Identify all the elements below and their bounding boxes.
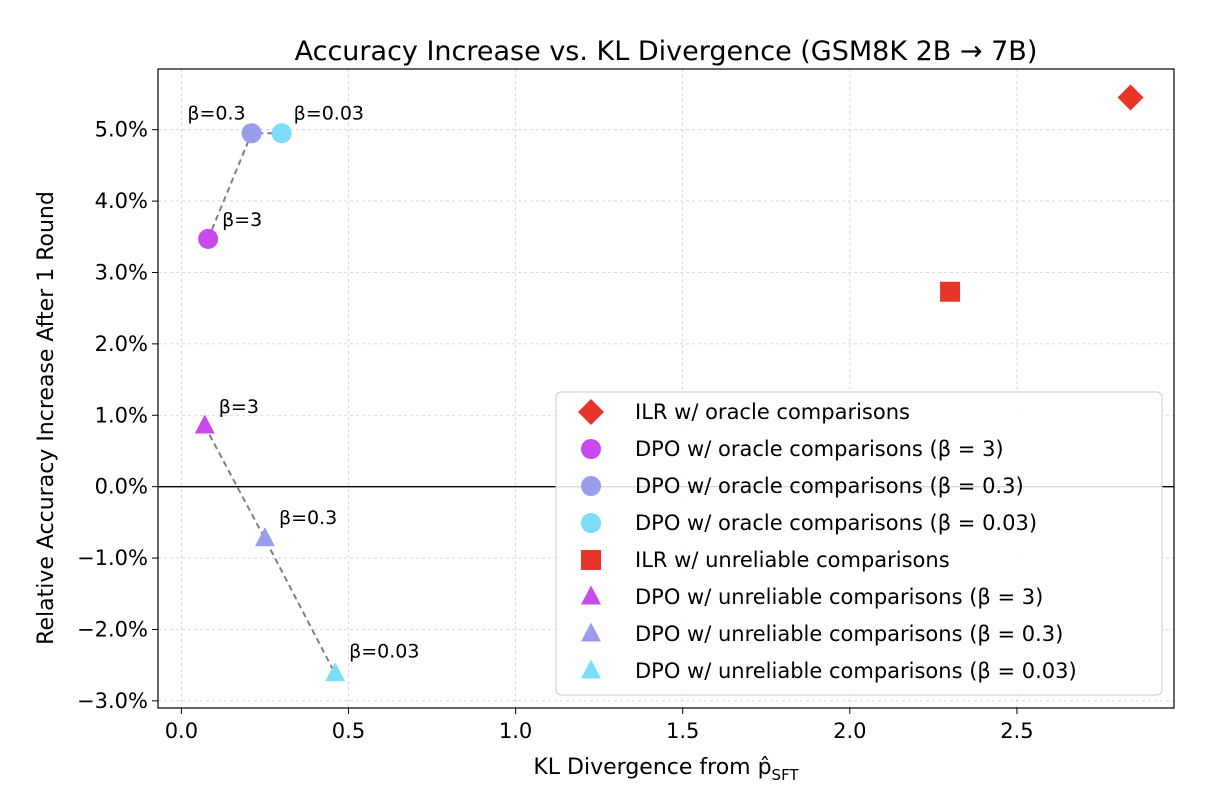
legend-circle-marker: [581, 476, 601, 496]
x-tick-label: 2.5: [1000, 719, 1033, 743]
y-tick-label: 2.0%: [95, 332, 148, 356]
beta-annotation: β=0.3: [279, 507, 337, 529]
x-tick-label: 0.5: [332, 719, 365, 743]
legend-diamond-marker: [578, 399, 604, 425]
beta-annotation: β=3: [222, 209, 262, 231]
x-axis-ticks: 0.0 0.5 1.0 1.5 2.0 2.5: [165, 708, 1034, 743]
x-axis-label-subscript: SFT: [772, 766, 800, 784]
legend-triangle-marker: [581, 585, 601, 605]
beta-annotation: β=0.3: [187, 102, 245, 124]
y-tick-label: 1.0%: [95, 403, 148, 427]
legend-label: ILR w/ unreliable comparisons: [635, 548, 950, 572]
y-tick-label: −1.0%: [77, 546, 148, 570]
y-tick-label: −2.0%: [77, 617, 148, 641]
legend-square-marker: [581, 550, 601, 570]
legend-label: ILR w/ oracle comparisons: [635, 400, 910, 424]
legend-label: DPO w/ oracle comparisons (β = 3): [635, 437, 1004, 461]
legend-label: DPO w/ oracle comparisons (β = 0.03): [635, 511, 1037, 535]
data-markers: [194, 84, 1144, 682]
legend-label: DPO w/ unreliable comparisons (β = 3): [635, 585, 1043, 609]
triangle-data-point: [194, 414, 215, 434]
x-tick-label: 0.0: [165, 719, 198, 743]
legend-label: DPO w/ unreliable comparisons (β = 0.03): [635, 659, 1077, 683]
x-axis-label: KL Divergence from p̂SFT: [533, 755, 799, 784]
legend-box: [555, 391, 1163, 696]
beta-annotation: β=3: [219, 396, 259, 418]
legend: ILR w/ oracle comparisons DPO w/ oracle c…: [555, 391, 1163, 696]
x-tick-label: 1.5: [666, 719, 699, 743]
legend-circle-marker: [581, 513, 601, 533]
circle-data-point: [271, 123, 292, 144]
y-tick-label: 5.0%: [95, 118, 148, 142]
y-axis-ticks: −3.0% −2.0% −1.0% 0.0% 1.0% 2.0% 3.0% 4.0% 5.0%: [77, 118, 158, 713]
beta-annotations: β=3 β=0.3 β=0.03 β=3 β=0.3 β=0.03: [187, 102, 419, 662]
chart-title: Accuracy Increase vs. KL Divergence (GSM…: [295, 36, 1038, 67]
dashed-connector: [203, 425, 337, 675]
plot-frame: [157, 68, 1175, 709]
beta-annotation: β=0.03: [349, 641, 419, 663]
triangle-data-point: [254, 527, 275, 547]
circle-data-point: [241, 123, 262, 144]
x-axis-label-main: KL Divergence from p̂: [533, 755, 771, 780]
beta-annotation: β=0.03: [294, 102, 364, 124]
y-tick-label: 0.0%: [95, 475, 148, 499]
legend-label: DPO w/ oracle comparisons (β = 0.3): [635, 474, 1024, 498]
legend-triangle-marker: [581, 622, 601, 642]
x-tick-label: 1.0: [499, 719, 532, 743]
y-tick-label: −3.0%: [77, 689, 148, 713]
diamond-data-point: [1117, 84, 1144, 111]
y-axis-label: Relative Accuracy Increase After 1 Round: [34, 191, 59, 645]
legend-triangle-marker: [581, 659, 601, 679]
legend-label: DPO w/ unreliable comparisons (β = 0.3): [635, 622, 1063, 646]
legend-circle-marker: [581, 439, 601, 459]
circle-data-point: [198, 228, 219, 249]
y-tick-label: 3.0%: [95, 260, 148, 284]
square-data-point: [940, 281, 961, 302]
y-tick-label: 4.0%: [95, 189, 148, 213]
triangle-data-point: [325, 662, 346, 682]
x-tick-label: 2.0: [833, 719, 866, 743]
